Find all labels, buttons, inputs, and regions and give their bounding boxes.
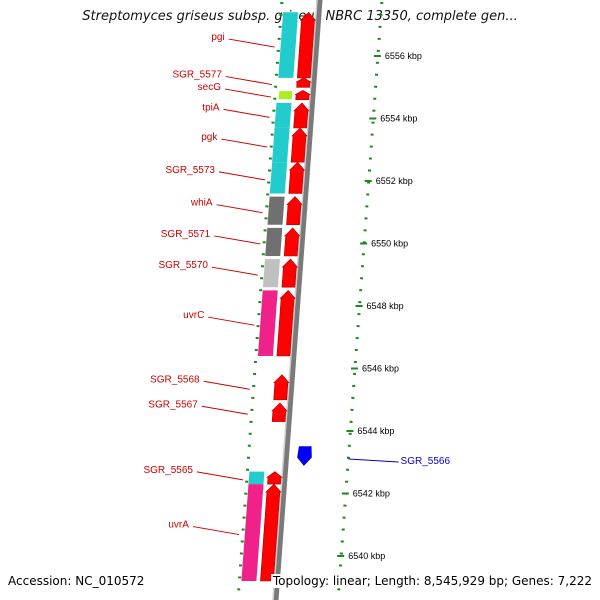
gene-leader-line <box>216 204 263 214</box>
genome-backbone-highlight <box>272 0 318 600</box>
gene-leader-line <box>196 471 244 481</box>
gene-arrow-minus[interactable] <box>283 227 301 257</box>
gene-sgr-5571[interactable]: SGR_5571 <box>161 227 301 257</box>
gene-arrow-minus[interactable] <box>290 127 308 163</box>
gene-arrow-minus[interactable] <box>293 102 310 129</box>
gene-category-band <box>257 290 278 356</box>
gene-category-band <box>278 12 299 78</box>
gene-arrow-minus[interactable] <box>276 289 296 357</box>
gene-uvra[interactable]: uvrA <box>168 483 282 582</box>
gene-category-band <box>274 102 292 128</box>
gene-label: tpiA <box>202 102 220 113</box>
gene-leader-line <box>224 88 272 98</box>
gene-leader-line <box>348 458 399 463</box>
gene-leader-line <box>223 108 270 118</box>
gene-sgr-5567[interactable]: SGR_5567 <box>148 399 288 422</box>
gene-label: SGR_5567 <box>148 399 198 410</box>
gene-arrow-plus[interactable] <box>297 446 312 466</box>
gene-label: uvrA <box>168 520 189 531</box>
gene-sgr-5577[interactable]: SGR_5577 <box>172 70 313 88</box>
scale-tick-label: 6554 kbp <box>380 114 417 124</box>
gene-pgi[interactable]: pgi <box>211 11 317 79</box>
genome-summary: Topology: linear; Length: 8,545,929 bp; … <box>270 574 592 588</box>
gene-category-band <box>265 227 283 256</box>
gene-leader-line <box>192 526 240 536</box>
scale-tick-label: 6542 kbp <box>353 489 390 499</box>
gene-label: SGR_5573 <box>165 165 215 176</box>
gene-leader-line <box>208 316 255 326</box>
scale-tick-label: 6550 kbp <box>371 239 408 249</box>
gene-label: uvrC <box>183 310 204 321</box>
gene-category-band <box>262 259 280 288</box>
scale-tick-label: 6540 kbp <box>348 551 385 561</box>
scale-tick-label: 6556 kbp <box>385 51 422 61</box>
gene-category-band <box>272 127 290 163</box>
gene-label: whiA <box>190 198 213 209</box>
gene-arrow-minus[interactable] <box>286 196 303 225</box>
gene-leader-line <box>221 138 268 148</box>
gene-label: SGR_5566 <box>401 456 451 467</box>
gene-sgr-5566[interactable]: SGR_5566 <box>297 446 451 467</box>
gene-leader-line <box>214 235 261 245</box>
gene-leader-line <box>225 76 273 86</box>
gene-arrow-minus[interactable] <box>273 374 290 401</box>
gene-whia[interactable]: whiA <box>190 196 303 225</box>
gene-uvrc[interactable]: uvrC <box>183 289 296 357</box>
gene-secg[interactable]: secG <box>198 82 312 100</box>
genome-title: Streptomyces griseus subsp. griseus NBRC… <box>82 9 518 24</box>
gene-leader-line <box>201 405 248 415</box>
gene-label: pgi <box>211 32 224 43</box>
gene-sgr-5573[interactable]: SGR_5573 <box>165 161 306 194</box>
gene-leader-line <box>218 171 266 181</box>
gene-category-band <box>269 162 288 194</box>
gene-arrow-minus[interactable] <box>294 90 312 100</box>
scale-tick-label: 6548 kbp <box>367 301 404 311</box>
gene-arrow-minus[interactable] <box>260 483 282 582</box>
gene-label: SGR_5577 <box>172 70 222 81</box>
gene-label: SGR_5568 <box>150 374 200 385</box>
gene-leader-line <box>203 380 250 390</box>
scale-tick-label: 6552 kbp <box>376 176 413 186</box>
gene-arrow-minus[interactable] <box>266 471 283 485</box>
gene-arrow-minus[interactable] <box>295 77 313 88</box>
gene-leader-line <box>228 38 275 48</box>
gene-sgr-5570[interactable]: SGR_5570 <box>158 258 299 288</box>
gene-arrow-minus[interactable] <box>281 258 299 288</box>
gene-sgr-5565[interactable]: SGR_5565 <box>143 465 283 485</box>
gene-label: pgk <box>201 132 218 143</box>
gene-sgr-5568[interactable]: SGR_5568 <box>150 374 290 401</box>
gene-label: SGR_5565 <box>143 465 193 476</box>
gene-category-band <box>248 471 265 485</box>
gene-arrow-minus[interactable] <box>296 11 317 79</box>
gene-category-band <box>241 484 264 581</box>
gene-label: SGR_5570 <box>158 260 208 271</box>
gene-category-band <box>278 91 293 100</box>
right-scale-track <box>336 0 384 600</box>
gene-label: SGR_5571 <box>161 229 211 240</box>
gene-tpia[interactable]: tpiA <box>202 102 310 129</box>
gene-pgk[interactable]: pgk <box>201 127 308 163</box>
gene-leader-line <box>211 266 259 276</box>
gene-arrow-minus[interactable] <box>271 402 288 422</box>
gene-label: secG <box>198 82 222 93</box>
scale-tick-label: 6546 kbp <box>362 364 399 374</box>
gene-category-band <box>267 196 285 225</box>
gene-arrow-minus[interactable] <box>288 161 306 194</box>
genome-backbone <box>273 0 323 600</box>
scale-tick-label: 6544 kbp <box>357 426 394 436</box>
accession-label: Accession: NC_010572 <box>8 574 145 588</box>
